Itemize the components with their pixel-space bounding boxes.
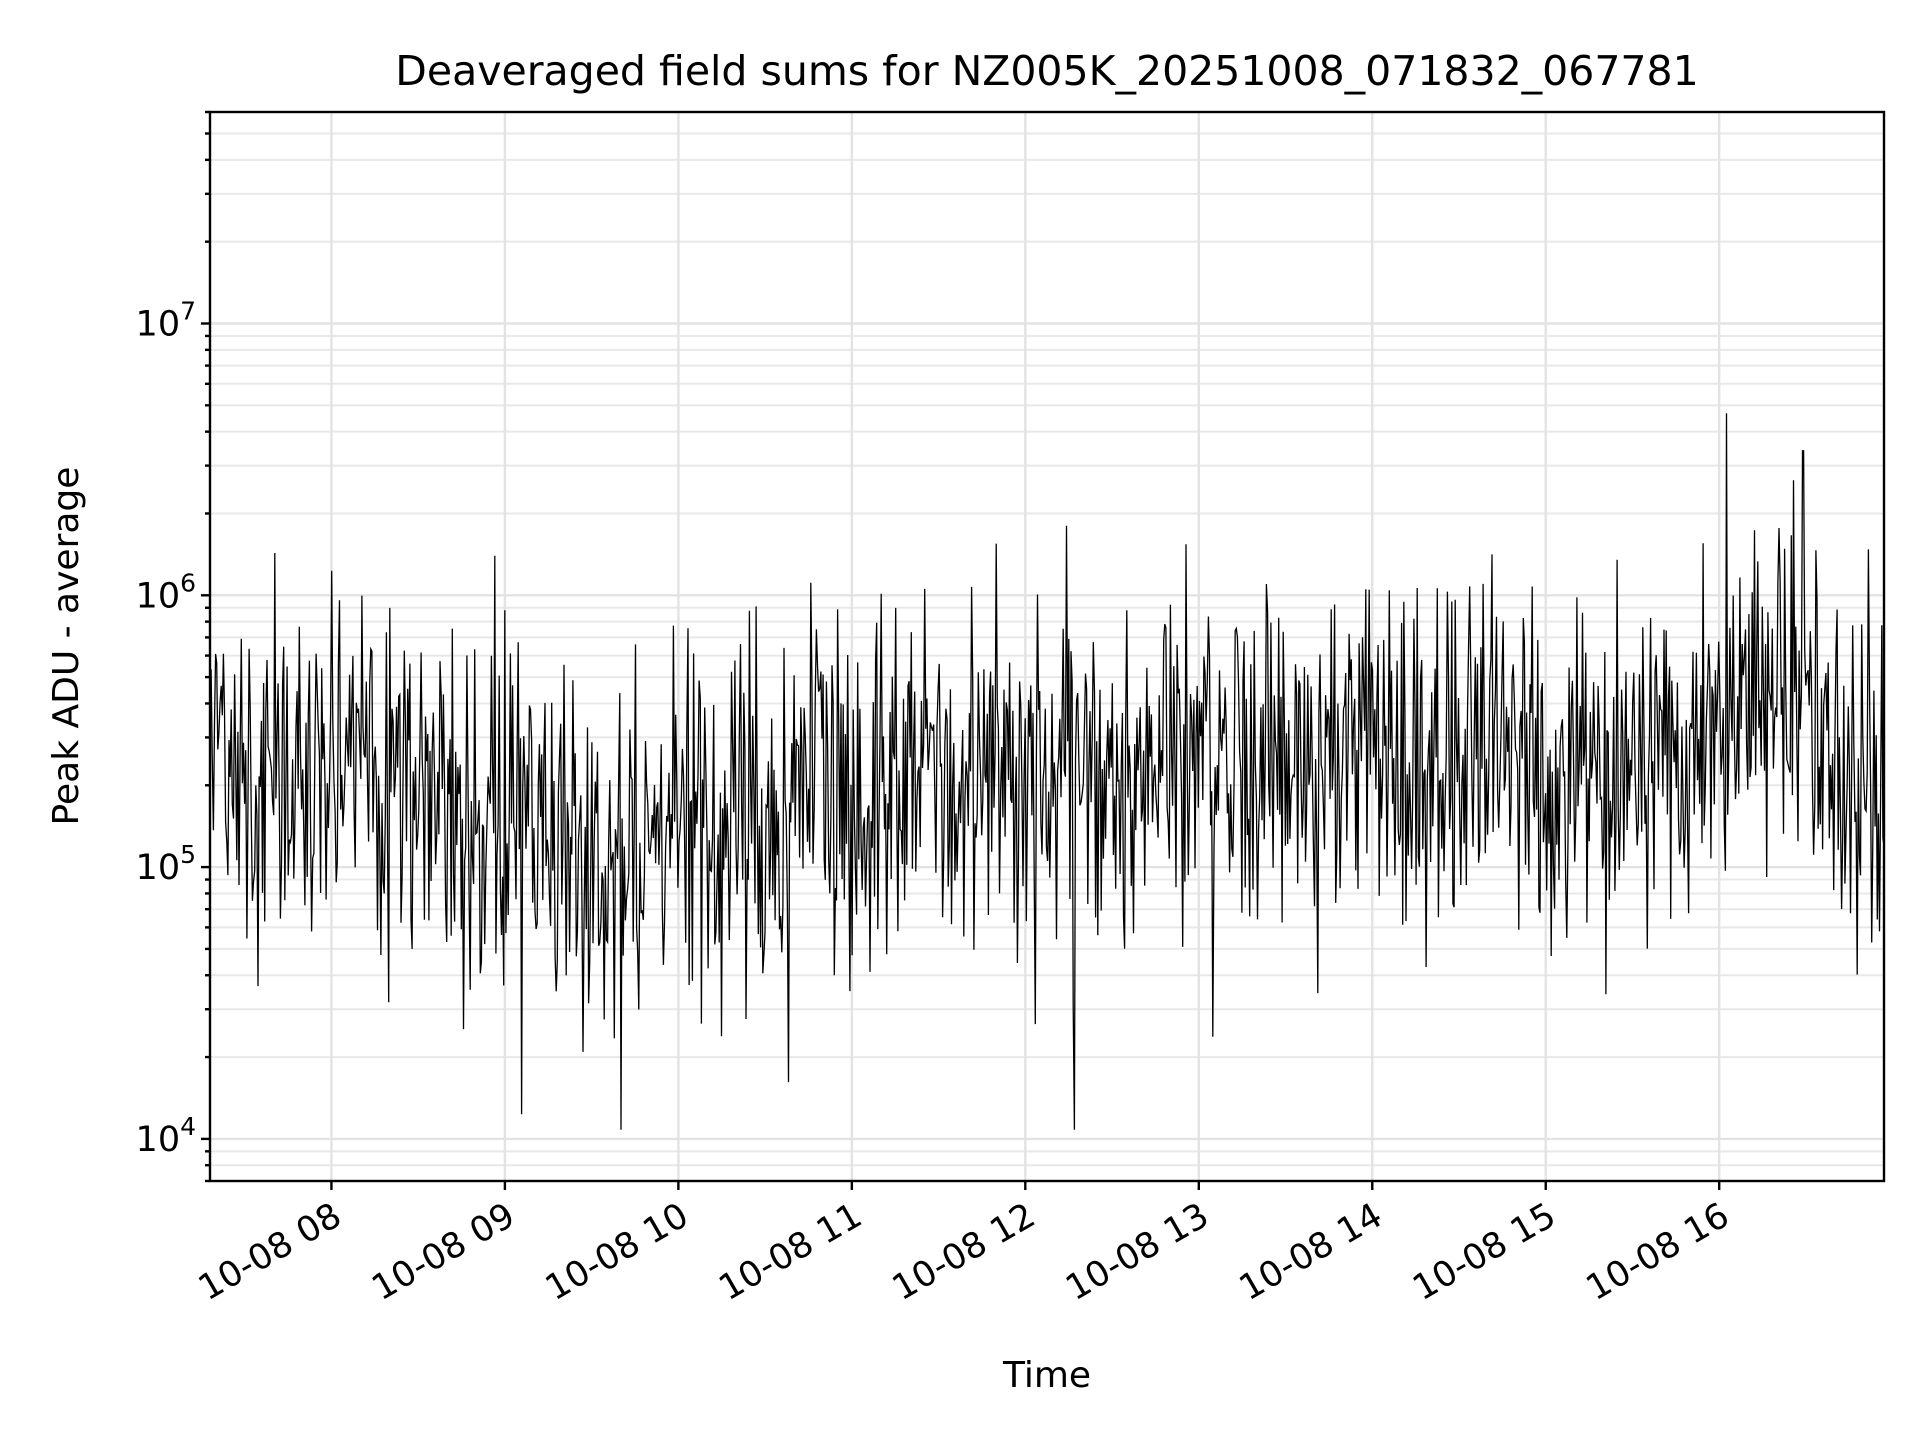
x-axis-label: Time (1002, 1355, 1091, 1396)
series-layer (209, 413, 1885, 1130)
plot-frame (208, 110, 1886, 1183)
chart-title: Deaveraged field sums for NZ005K_2025100… (395, 47, 1698, 95)
y-axis-label: Peak ADU - average (46, 467, 87, 826)
series-line (209, 413, 1885, 1130)
